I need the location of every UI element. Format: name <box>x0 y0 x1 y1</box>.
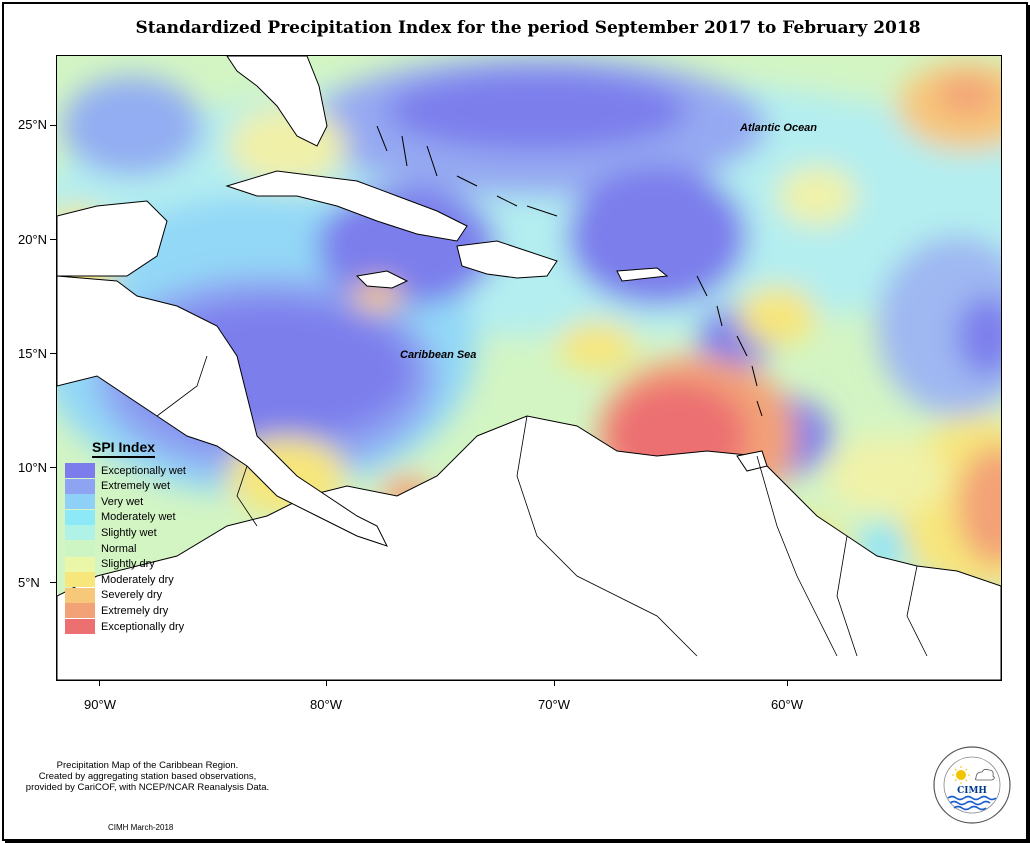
legend-label: Slightly dry <box>101 558 155 571</box>
legend-label: Extremely wet <box>101 480 171 493</box>
legend-swatch <box>65 525 95 541</box>
caption-date: CIMH March-2018 <box>108 823 174 832</box>
legend-item: Extremely dry <box>65 603 169 619</box>
spi-map: Atlantic Ocean Caribbean Sea <box>56 55 1002 681</box>
south-america <box>57 415 1001 680</box>
lat-tick-label: 25°N <box>18 117 48 132</box>
legend-item: Very wet <box>65 494 144 510</box>
legend-item: Slightly dry <box>65 556 155 572</box>
cuba <box>225 170 468 242</box>
lon-tick-label: 90°W <box>84 697 116 712</box>
waves-icon <box>947 795 997 811</box>
spi-field <box>57 56 1001 646</box>
florida <box>226 56 328 147</box>
puerto-rico <box>616 267 669 282</box>
legend-label: Normal <box>101 542 137 555</box>
island-chain <box>376 125 763 417</box>
legend-swatch <box>65 541 95 556</box>
legend-label: Moderately dry <box>101 573 174 586</box>
legend-item: Normal <box>65 541 136 556</box>
atlantic-ocean-label: Atlantic Ocean <box>739 122 817 134</box>
lat-tick <box>50 353 56 354</box>
lat-tick <box>50 239 56 240</box>
lat-tick <box>50 125 56 126</box>
legend-swatch <box>65 463 95 478</box>
legend-swatch <box>65 556 95 572</box>
legend-swatch <box>65 603 95 619</box>
legend-item: Extremely wet <box>65 478 171 494</box>
legend-item: Moderately dry <box>65 572 174 588</box>
lon-tick-label: 80°W <box>310 697 342 712</box>
lon-tick-label: 70°W <box>538 697 570 712</box>
legend-label: Extremely dry <box>101 604 169 617</box>
lon-tick <box>787 680 788 686</box>
legend-item: Exceptionally wet <box>65 463 186 478</box>
caption-line: Created by aggregating station based obs… <box>38 771 257 782</box>
lon-tick-label: 60°W <box>771 697 803 712</box>
caption: Precipitation Map of the Caribbean Regio… <box>10 760 285 793</box>
hispaniola <box>456 240 558 279</box>
yucatan <box>57 200 168 277</box>
sun-icon <box>956 770 966 780</box>
legend-swatch <box>65 494 95 510</box>
legend-item: Slightly wet <box>65 525 157 541</box>
lat-tick <box>50 582 56 583</box>
legend-item: Moderately wet <box>65 509 176 525</box>
jamaica <box>355 270 409 289</box>
legend-item: Severely dry <box>65 587 163 603</box>
cimh-logo-icon: CIMH <box>932 745 1012 825</box>
legend-label: Slightly wet <box>101 526 157 539</box>
cloud-icon <box>974 768 995 781</box>
caption-line: provided by CariCOF, with NCEP/NCAR Rean… <box>25 782 270 793</box>
caption-line: Precipitation Map of the Caribbean Regio… <box>56 760 239 771</box>
lat-tick <box>50 467 56 468</box>
lat-tick-label: 20°N <box>18 232 48 247</box>
logo-text: CIMH <box>957 786 987 796</box>
legend-swatch <box>65 478 95 494</box>
legend-label: Moderately wet <box>101 511 176 524</box>
country-borders <box>156 355 928 657</box>
legend-swatch <box>65 587 95 603</box>
map-title: Standardized Precipitation Index for the… <box>135 18 921 38</box>
legend-title: SPI Index <box>92 439 156 458</box>
legend-label: Very wet <box>101 495 144 508</box>
lon-tick <box>554 680 555 686</box>
legend-label: Exceptionally dry <box>101 620 185 633</box>
lat-tick-label: 10°N <box>18 460 48 475</box>
lon-tick <box>99 680 100 686</box>
legend-swatch <box>65 619 95 634</box>
land-masses <box>57 56 1001 680</box>
legend-item: Exceptionally dry <box>65 619 184 634</box>
lon-tick <box>326 680 327 686</box>
lat-tick-label: 15°N <box>18 346 48 361</box>
legend-label: Severely dry <box>101 589 163 602</box>
legend-swatch <box>65 509 95 525</box>
lat-tick-label: 5°N <box>18 575 40 590</box>
spi-map-svg: Atlantic Ocean Caribbean Sea <box>57 56 1001 680</box>
legend-swatch <box>65 572 95 588</box>
caribbean-sea-label: Caribbean Sea <box>400 349 476 361</box>
legend-label: Exceptionally wet <box>101 464 186 477</box>
